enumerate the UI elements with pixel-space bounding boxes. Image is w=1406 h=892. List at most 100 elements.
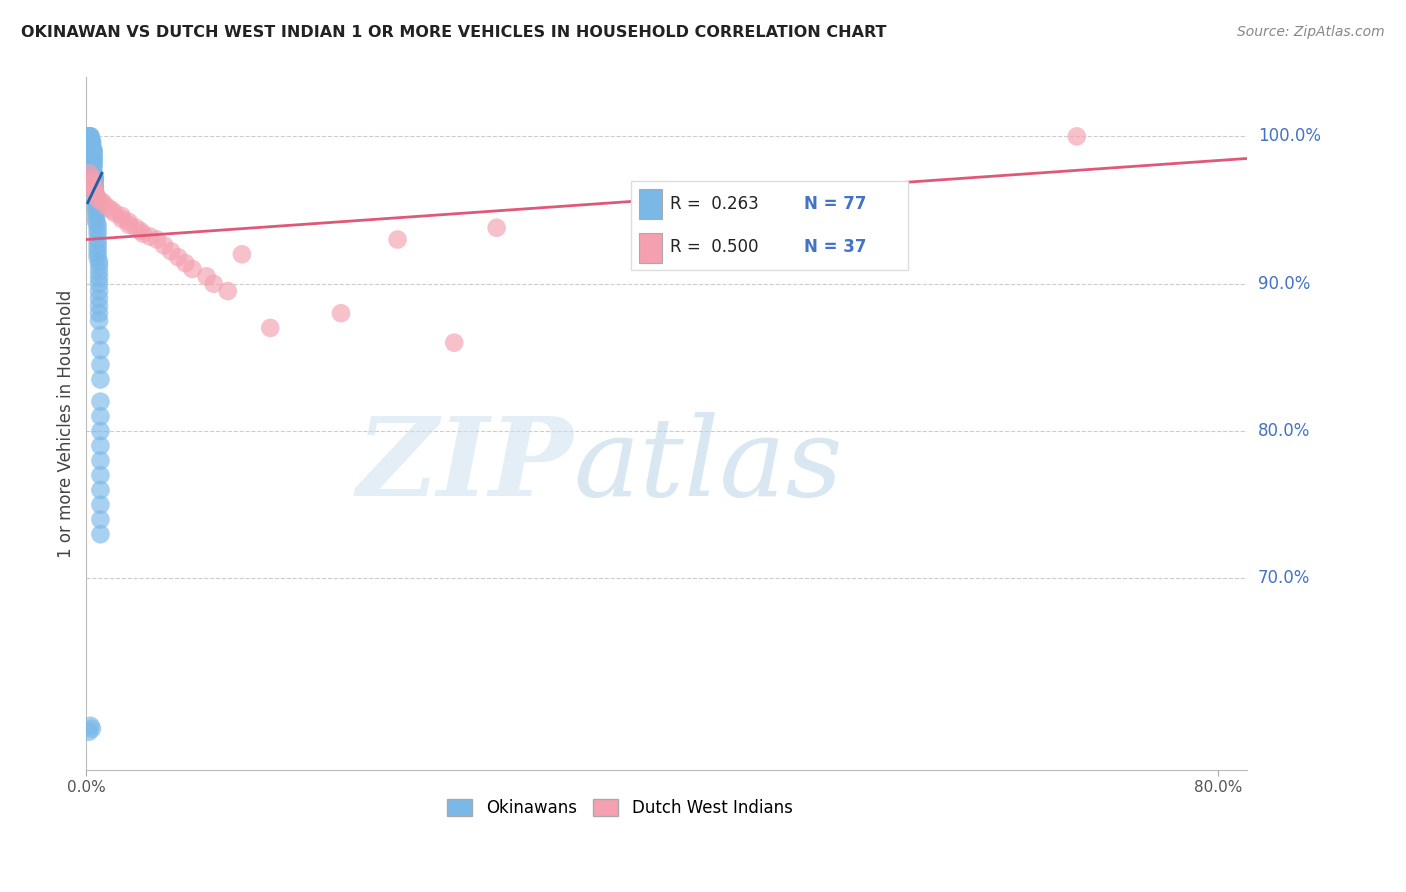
Point xyxy=(82,150,104,164)
Point xyxy=(79,129,101,144)
Point xyxy=(86,191,108,205)
FancyBboxPatch shape xyxy=(631,181,908,270)
Point xyxy=(89,453,111,467)
Point xyxy=(91,195,114,210)
Point xyxy=(77,724,100,739)
Point xyxy=(80,134,103,148)
Point xyxy=(217,284,239,298)
Point xyxy=(80,139,103,153)
Point xyxy=(89,527,111,541)
Point xyxy=(87,265,110,279)
Point xyxy=(174,256,197,270)
Point xyxy=(84,194,107,209)
Y-axis label: 1 or more Vehicles in Household: 1 or more Vehicles in Household xyxy=(58,290,75,558)
Point xyxy=(87,259,110,273)
Point xyxy=(83,169,105,183)
Point xyxy=(89,424,111,438)
Point xyxy=(82,156,104,170)
Point xyxy=(84,202,107,217)
Point xyxy=(111,211,134,226)
Point xyxy=(86,250,108,264)
Point xyxy=(84,215,107,229)
Point xyxy=(129,224,152,238)
Point xyxy=(86,236,108,251)
Point xyxy=(89,394,111,409)
Text: Source: ZipAtlas.com: Source: ZipAtlas.com xyxy=(1237,25,1385,39)
Point xyxy=(87,306,110,320)
Point xyxy=(77,166,100,180)
Point xyxy=(86,241,108,255)
Legend: Okinawans, Dutch West Indians: Okinawans, Dutch West Indians xyxy=(440,792,799,824)
Point xyxy=(104,206,127,220)
Point xyxy=(89,343,111,357)
Point xyxy=(1066,129,1088,144)
Point xyxy=(83,177,105,191)
Point xyxy=(443,335,465,350)
Point xyxy=(82,144,104,158)
Point xyxy=(82,143,104,157)
Point xyxy=(82,153,104,167)
Point xyxy=(100,202,122,217)
Point xyxy=(167,250,190,264)
Point xyxy=(89,372,111,386)
Point xyxy=(111,209,134,223)
Point xyxy=(77,129,100,144)
Point xyxy=(80,170,103,185)
Point xyxy=(87,270,110,285)
Point xyxy=(132,227,155,241)
Text: R =  0.500: R = 0.500 xyxy=(671,238,759,256)
Point xyxy=(89,409,111,424)
Point xyxy=(79,134,101,148)
Point xyxy=(80,141,103,155)
Point xyxy=(84,197,107,211)
Point xyxy=(84,188,107,202)
Point xyxy=(77,129,100,144)
Text: atlas: atlas xyxy=(574,411,844,519)
Point xyxy=(87,277,110,291)
Text: R =  0.263: R = 0.263 xyxy=(671,195,759,213)
Point xyxy=(146,233,169,247)
Point xyxy=(86,218,108,232)
Point xyxy=(86,245,108,260)
Point xyxy=(139,229,162,244)
Text: N = 77: N = 77 xyxy=(804,195,866,213)
Point xyxy=(87,292,110,306)
Point xyxy=(330,306,353,320)
Point xyxy=(82,157,104,171)
Point xyxy=(79,129,101,144)
Point xyxy=(160,244,183,259)
Point xyxy=(84,200,107,214)
Bar xyxy=(640,233,662,262)
Point xyxy=(87,284,110,298)
Text: ZIP: ZIP xyxy=(357,411,574,519)
Point xyxy=(79,719,101,733)
Point xyxy=(118,218,141,232)
Point xyxy=(87,313,110,327)
Point xyxy=(89,483,111,497)
Text: 100.0%: 100.0% xyxy=(1258,128,1320,145)
Point xyxy=(89,358,111,372)
Point xyxy=(89,498,111,512)
Point xyxy=(80,136,103,151)
Point xyxy=(231,247,253,261)
Point xyxy=(87,299,110,313)
Point xyxy=(84,211,107,225)
Point xyxy=(83,173,105,187)
Point xyxy=(86,222,108,236)
Point xyxy=(82,154,104,169)
Point xyxy=(82,148,104,162)
Point xyxy=(86,233,108,247)
Point xyxy=(118,215,141,229)
Text: 70.0%: 70.0% xyxy=(1258,569,1310,588)
Point xyxy=(86,227,108,241)
Point xyxy=(89,512,111,526)
Point xyxy=(80,136,103,150)
Point xyxy=(79,173,101,187)
Point xyxy=(89,194,111,209)
Point xyxy=(84,188,107,202)
Point xyxy=(84,206,107,220)
Point xyxy=(195,269,218,284)
Point xyxy=(83,182,105,196)
Point xyxy=(96,200,118,214)
Point xyxy=(82,181,104,195)
